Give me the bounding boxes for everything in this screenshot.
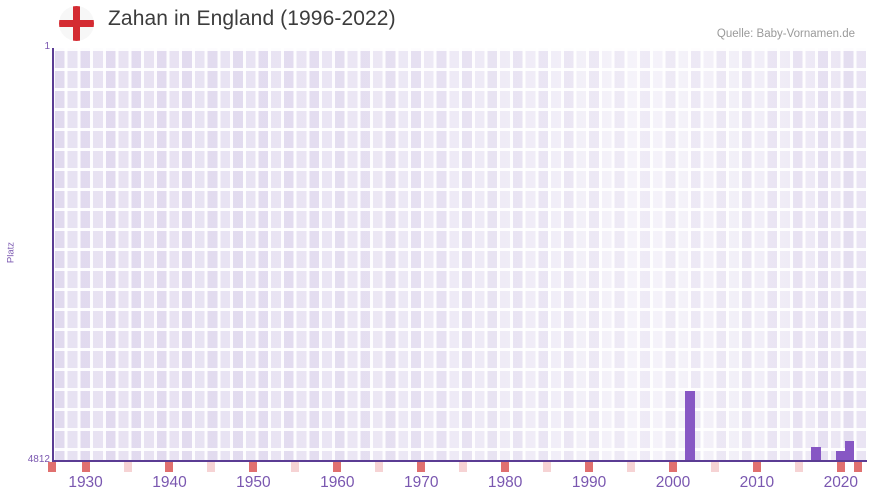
plot-area bbox=[52, 48, 866, 461]
x-axis-label-1930: 1930 bbox=[68, 474, 103, 491]
bar-2017 bbox=[811, 447, 821, 461]
x-axis-label-1970: 1970 bbox=[403, 474, 439, 491]
chart-title: Zahan in England (1996-2022) bbox=[108, 7, 396, 30]
y-axis-title: Platz bbox=[5, 241, 17, 264]
x-tick-minor-1935 bbox=[123, 462, 132, 472]
x-tick-minor-1985 bbox=[543, 462, 552, 472]
x-axis-label-1990: 1990 bbox=[571, 474, 607, 491]
y-axis-tick-bottom: 4812 bbox=[27, 454, 50, 465]
y-axis-line bbox=[52, 48, 54, 462]
x-tick-major-1990 bbox=[585, 462, 594, 472]
y-axis-tick-top: 1 bbox=[44, 41, 50, 52]
x-tick-edge-2022 bbox=[853, 462, 862, 472]
flag-cross-horizontal bbox=[59, 20, 94, 27]
x-axis-label-2020: 2020 bbox=[823, 474, 859, 491]
x-axis-line bbox=[52, 460, 867, 462]
x-tick-minor-1955 bbox=[291, 462, 300, 472]
chart-header: Zahan in England (1996-2022) Quelle: Bab… bbox=[0, 0, 873, 48]
x-tick-major-1960 bbox=[333, 462, 342, 472]
x-axis-label-1950: 1950 bbox=[236, 474, 271, 491]
bar-2020 bbox=[836, 451, 846, 461]
x-tick-edge-1926 bbox=[48, 462, 56, 472]
x-tick-minor-1975 bbox=[459, 462, 468, 472]
x-tick-major-1970 bbox=[417, 462, 426, 472]
x-tick-major-2000 bbox=[668, 462, 677, 472]
x-axis-label-1980: 1980 bbox=[487, 474, 523, 491]
x-tick-major-2020 bbox=[836, 462, 845, 472]
x-tick-minor-2015 bbox=[794, 462, 803, 472]
source-attribution: Quelle: Baby-Vornamen.de bbox=[716, 28, 855, 40]
x-tick-minor-1965 bbox=[375, 462, 384, 472]
x-tick-major-1950 bbox=[249, 462, 258, 472]
x-axis-label-2000: 2000 bbox=[655, 474, 691, 491]
x-tick-major-1980 bbox=[501, 462, 510, 472]
england-flag-icon bbox=[59, 6, 94, 41]
bar-2021 bbox=[844, 441, 855, 461]
bar-2002 bbox=[685, 391, 695, 461]
x-axis-label-1940: 1940 bbox=[152, 474, 187, 491]
x-tick-minor-2005 bbox=[710, 462, 719, 472]
x-tick-minor-1945 bbox=[207, 462, 216, 472]
x-tick-major-1930 bbox=[81, 462, 90, 472]
x-axis-label-2010: 2010 bbox=[739, 474, 775, 491]
plot-gridlines bbox=[52, 48, 866, 461]
x-tick-minor-1995 bbox=[627, 462, 636, 472]
x-tick-major-1940 bbox=[165, 462, 174, 472]
x-tick-major-2010 bbox=[752, 462, 761, 472]
x-axis-label-1960: 1960 bbox=[320, 474, 355, 491]
